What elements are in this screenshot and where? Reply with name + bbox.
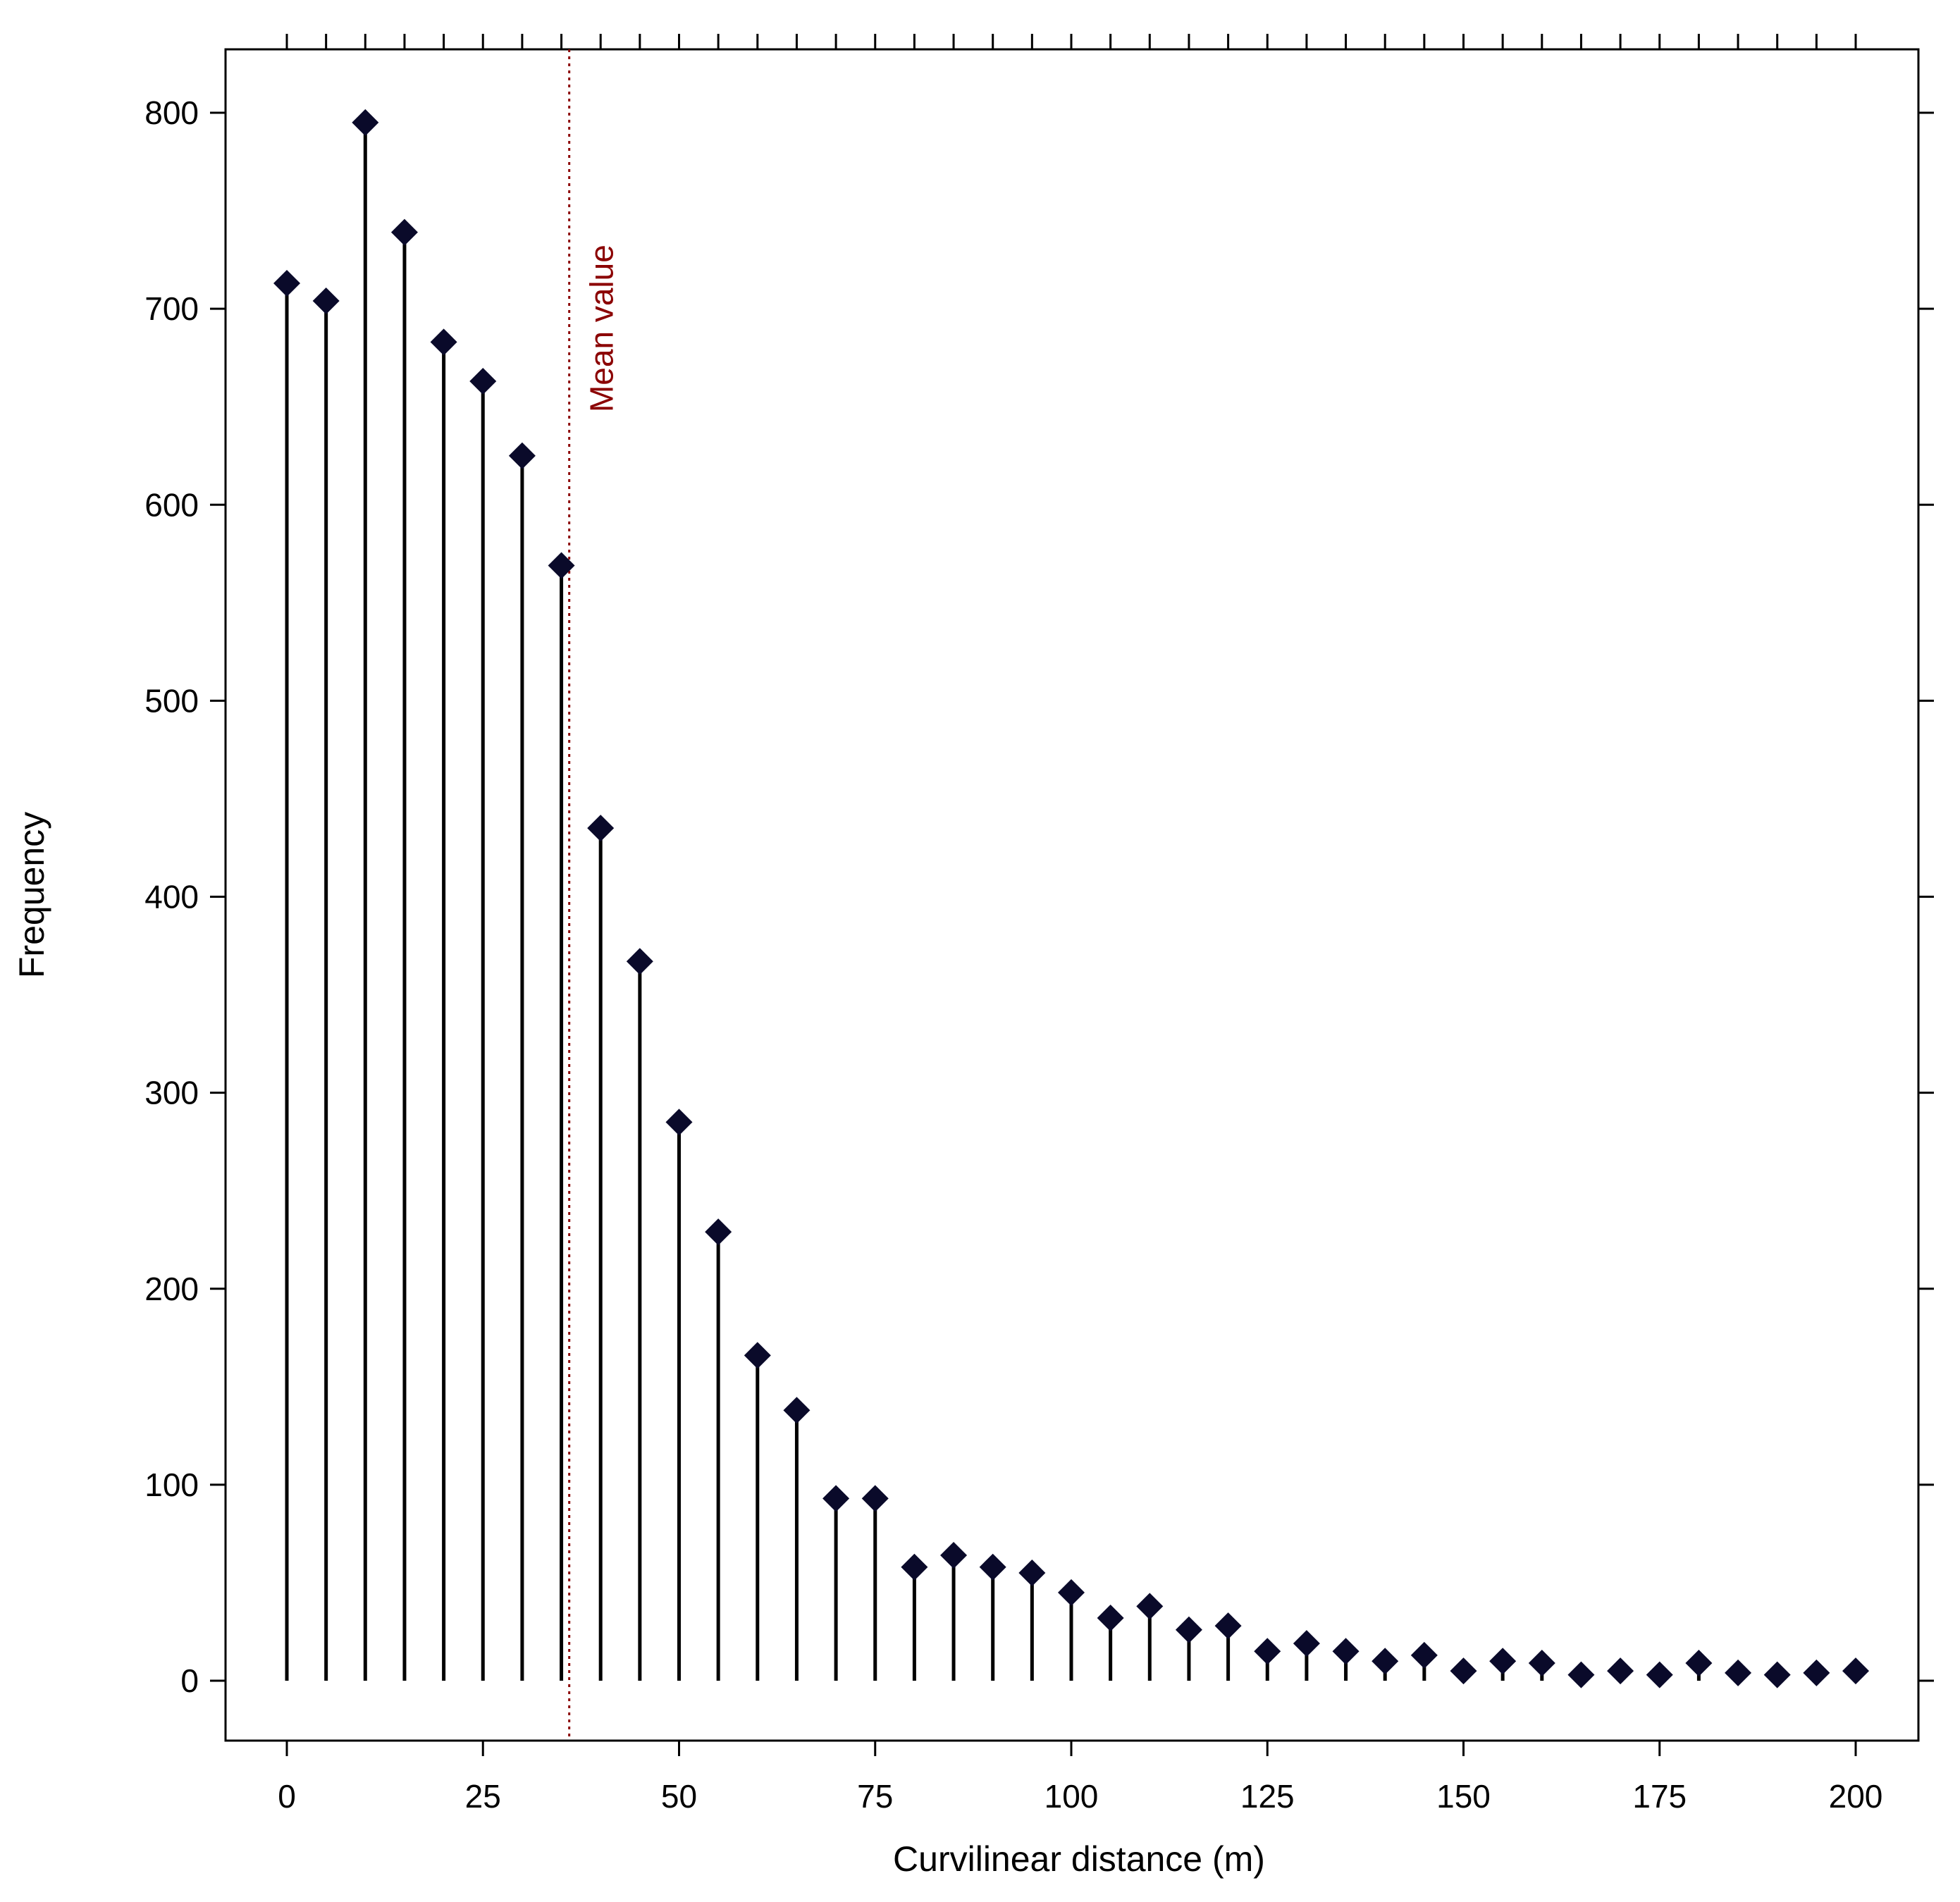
- data-point: [1410, 1641, 1438, 1669]
- x-tick-label: 0: [278, 1778, 296, 1815]
- y-tick-label: 0: [180, 1662, 199, 1699]
- data-point: [469, 368, 497, 395]
- plot-area: [224, 48, 1920, 1742]
- data-point: [1528, 1649, 1555, 1676]
- y-tick-label: 800: [144, 94, 199, 131]
- data-point: [508, 442, 536, 469]
- data-point: [1214, 1612, 1242, 1640]
- data-points: [273, 109, 1869, 1688]
- x-tick-label: 100: [1044, 1778, 1099, 1815]
- data-point: [979, 1553, 1006, 1581]
- mean-value-label: Mean value: [584, 245, 620, 412]
- data-point: [1450, 1657, 1477, 1685]
- y-tick-label: 200: [144, 1271, 199, 1307]
- y-axis-title: Frequency: [12, 812, 51, 978]
- plot-frame: [224, 48, 1920, 1742]
- x-tick-label: 75: [857, 1778, 893, 1815]
- data-point: [861, 1485, 889, 1512]
- data-point: [430, 328, 457, 356]
- tick-labels: 0 25 50 75 100 125 150 175 200 0 100 200 300 400 500 60…: [144, 94, 1882, 1815]
- data-point: [665, 1109, 693, 1136]
- x-tick-label: 125: [1240, 1778, 1295, 1815]
- data-point: [1058, 1579, 1085, 1606]
- data-point: [1607, 1657, 1634, 1685]
- y-tick-label: 300: [144, 1075, 199, 1111]
- x-tick-label: 200: [1829, 1778, 1883, 1815]
- data-point: [1803, 1659, 1830, 1686]
- data-point: [1136, 1593, 1164, 1620]
- data-point: [1018, 1560, 1046, 1587]
- data-point: [1332, 1638, 1360, 1665]
- data-point: [1254, 1638, 1281, 1665]
- data-point: [626, 948, 653, 975]
- data-point: [548, 552, 575, 579]
- data-stems: [285, 122, 1858, 1681]
- data-point: [1372, 1648, 1399, 1675]
- data-point: [901, 1553, 928, 1581]
- y-tick-label: 500: [144, 682, 199, 719]
- x-tick-label: 50: [661, 1778, 697, 1815]
- data-point: [273, 269, 300, 297]
- data-point: [1685, 1649, 1713, 1676]
- data-point: [352, 109, 379, 136]
- data-point: [1763, 1661, 1791, 1688]
- data-point: [822, 1485, 850, 1512]
- x-axis-title: Curvilinear distance (m): [893, 1839, 1265, 1879]
- y-tick-label: 400: [144, 879, 199, 915]
- y-tick-label: 700: [144, 290, 199, 327]
- x-tick-label: 25: [465, 1778, 501, 1815]
- data-point: [1175, 1616, 1202, 1643]
- data-point: [1842, 1657, 1869, 1685]
- annotations: Mean value: [568, 49, 620, 1741]
- data-point: [1646, 1661, 1673, 1688]
- data-point: [783, 1397, 810, 1424]
- data-point: [1725, 1659, 1752, 1686]
- y-tick-label: 100: [144, 1466, 199, 1503]
- x-tick-label: 175: [1632, 1778, 1687, 1815]
- data-point: [1489, 1648, 1517, 1675]
- data-point: [705, 1218, 732, 1246]
- data-point: [1567, 1661, 1595, 1688]
- data-point: [1097, 1605, 1124, 1631]
- x-tick-label: 150: [1436, 1778, 1491, 1815]
- data-point: [390, 218, 418, 246]
- data-point: [940, 1542, 968, 1569]
- data-point: [587, 815, 615, 842]
- axis-ticks: [210, 34, 1934, 1756]
- data-point: [1293, 1630, 1320, 1657]
- data-point: [312, 288, 340, 314]
- data-point: [744, 1342, 771, 1369]
- y-tick-label: 600: [144, 486, 199, 523]
